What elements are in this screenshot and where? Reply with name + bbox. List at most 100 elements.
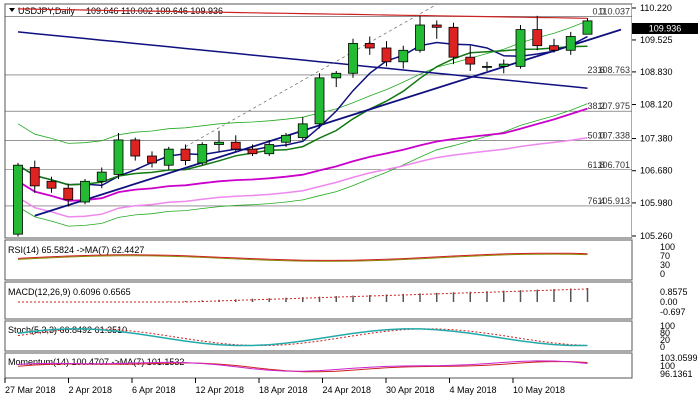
candle-body xyxy=(96,171,107,182)
candle-body xyxy=(247,148,258,155)
candle xyxy=(46,176,57,193)
candle-body xyxy=(297,123,308,139)
candle xyxy=(398,45,409,69)
ma-fast-line xyxy=(17,35,588,187)
candle-body xyxy=(80,180,90,203)
ma-slower-line xyxy=(17,137,588,218)
candle-body xyxy=(498,63,509,67)
rsi-label: RSI(14) 65.5824 ->MA(7) 62.4427 xyxy=(8,245,144,255)
momentum-line xyxy=(17,360,588,372)
candle-body xyxy=(180,148,191,162)
candle-body xyxy=(63,187,74,201)
candle-body xyxy=(364,42,375,49)
candle xyxy=(29,160,40,193)
fib-level-label: 38.2 xyxy=(587,101,605,111)
candle-body xyxy=(348,42,358,74)
candle-body xyxy=(565,36,576,51)
candle-body xyxy=(532,29,543,47)
candle xyxy=(96,167,107,189)
candle xyxy=(147,151,157,168)
candle xyxy=(565,31,576,55)
momentum-scale-top: 103.0599 xyxy=(660,353,698,363)
candle xyxy=(13,162,23,237)
date-label: 24 Apr 2018 xyxy=(323,385,372,395)
candle xyxy=(130,137,141,161)
candle-body xyxy=(381,47,392,63)
ma-top-line xyxy=(17,8,588,19)
candle xyxy=(281,133,291,147)
fib-level-label: 23.6 xyxy=(587,65,605,75)
candle xyxy=(331,70,342,88)
price-axis-panel xyxy=(632,4,700,238)
last-price-badge: 109.936 xyxy=(632,23,698,34)
stoch-scale-80: 80 xyxy=(660,328,670,338)
date-label: 2 Apr 2018 xyxy=(69,385,113,395)
stoch-scale-20: 20 xyxy=(660,335,670,345)
fib-price-label: 106.701 xyxy=(597,160,630,170)
stoch-main-line xyxy=(17,328,588,347)
stoch-pane: Stoch(5,3,3) 66.8492 61.3510 100 80 20 0 xyxy=(4,320,675,352)
candle-body xyxy=(398,49,409,63)
stoch-signal-line xyxy=(17,328,588,346)
momentum-scale-mid: 100 xyxy=(660,361,675,371)
date-label: 4 May 2018 xyxy=(450,385,497,395)
price-axis-label: 108.830 xyxy=(640,67,673,77)
candle xyxy=(532,15,543,51)
candle-body xyxy=(549,45,559,51)
rsi-line xyxy=(17,252,588,261)
candle-body xyxy=(281,134,291,143)
candle xyxy=(247,144,258,157)
candle xyxy=(348,38,358,78)
candle-body xyxy=(113,139,124,175)
candle xyxy=(314,73,325,129)
candle-body xyxy=(214,141,224,145)
fib-price-label: 107.338 xyxy=(597,130,630,140)
candle-body xyxy=(482,65,492,68)
candle xyxy=(582,18,593,35)
date-label: 27 Mar 2018 xyxy=(5,385,56,395)
rsi-scale-0: 0 xyxy=(660,269,665,279)
candle xyxy=(180,144,191,166)
fib-level-label: 0.0 xyxy=(592,6,605,16)
candle-body xyxy=(415,24,425,51)
candle xyxy=(415,15,425,53)
price-axis-label: 106.680 xyxy=(640,166,673,176)
price-axis: 110.220 109.525 108.830 108.120 107.380 106.6… xyxy=(632,3,673,241)
candle-body xyxy=(314,77,325,125)
price-axis-label: 109.525 xyxy=(640,35,673,45)
momentum-scale-bottom: 96.1361 xyxy=(660,369,693,379)
rsi-scale-70: 70 xyxy=(660,251,670,261)
rsi-scale-30: 30 xyxy=(660,260,670,270)
ma-medium-line xyxy=(17,45,588,186)
candle-body xyxy=(230,141,241,150)
fib-level-label: 76.4 xyxy=(587,196,605,206)
trend-line-dashed xyxy=(185,4,437,148)
fib-level-label: 50.0 xyxy=(587,130,605,140)
candle xyxy=(431,20,442,39)
candle-body xyxy=(163,148,174,166)
candle-body xyxy=(582,20,593,35)
candle-body xyxy=(331,72,342,79)
candle-body xyxy=(46,180,57,189)
ma-long-line xyxy=(17,31,588,89)
candle xyxy=(498,59,509,74)
candle xyxy=(197,142,208,166)
price-axis-label: 108.120 xyxy=(640,100,673,110)
candle xyxy=(63,183,74,207)
candle-body xyxy=(515,29,526,67)
date-label: 10 May 2018 xyxy=(513,385,565,395)
fib-price-label: 110.037 xyxy=(598,6,630,16)
date-axis: 27 Mar 2018 2 Apr 2018 6 Apr 2018 12 Apr 20… xyxy=(4,378,565,395)
price-axis-label: 110.220 xyxy=(640,3,672,13)
symbol-label: USDJPY,Daily xyxy=(18,6,75,16)
candle-body xyxy=(448,26,459,58)
candle xyxy=(163,146,174,170)
moving-averages xyxy=(17,4,622,227)
candle xyxy=(297,116,308,140)
price-axis-label: 105.980 xyxy=(640,198,673,208)
candle xyxy=(515,25,526,69)
macd-label: MACD(12,26,9) 0.6096 0.6565 xyxy=(8,287,131,297)
candle-body xyxy=(13,164,23,235)
momentum-pane: Momentum(14) 100.4707 ->MA(7) 101.1532 1… xyxy=(4,352,698,379)
